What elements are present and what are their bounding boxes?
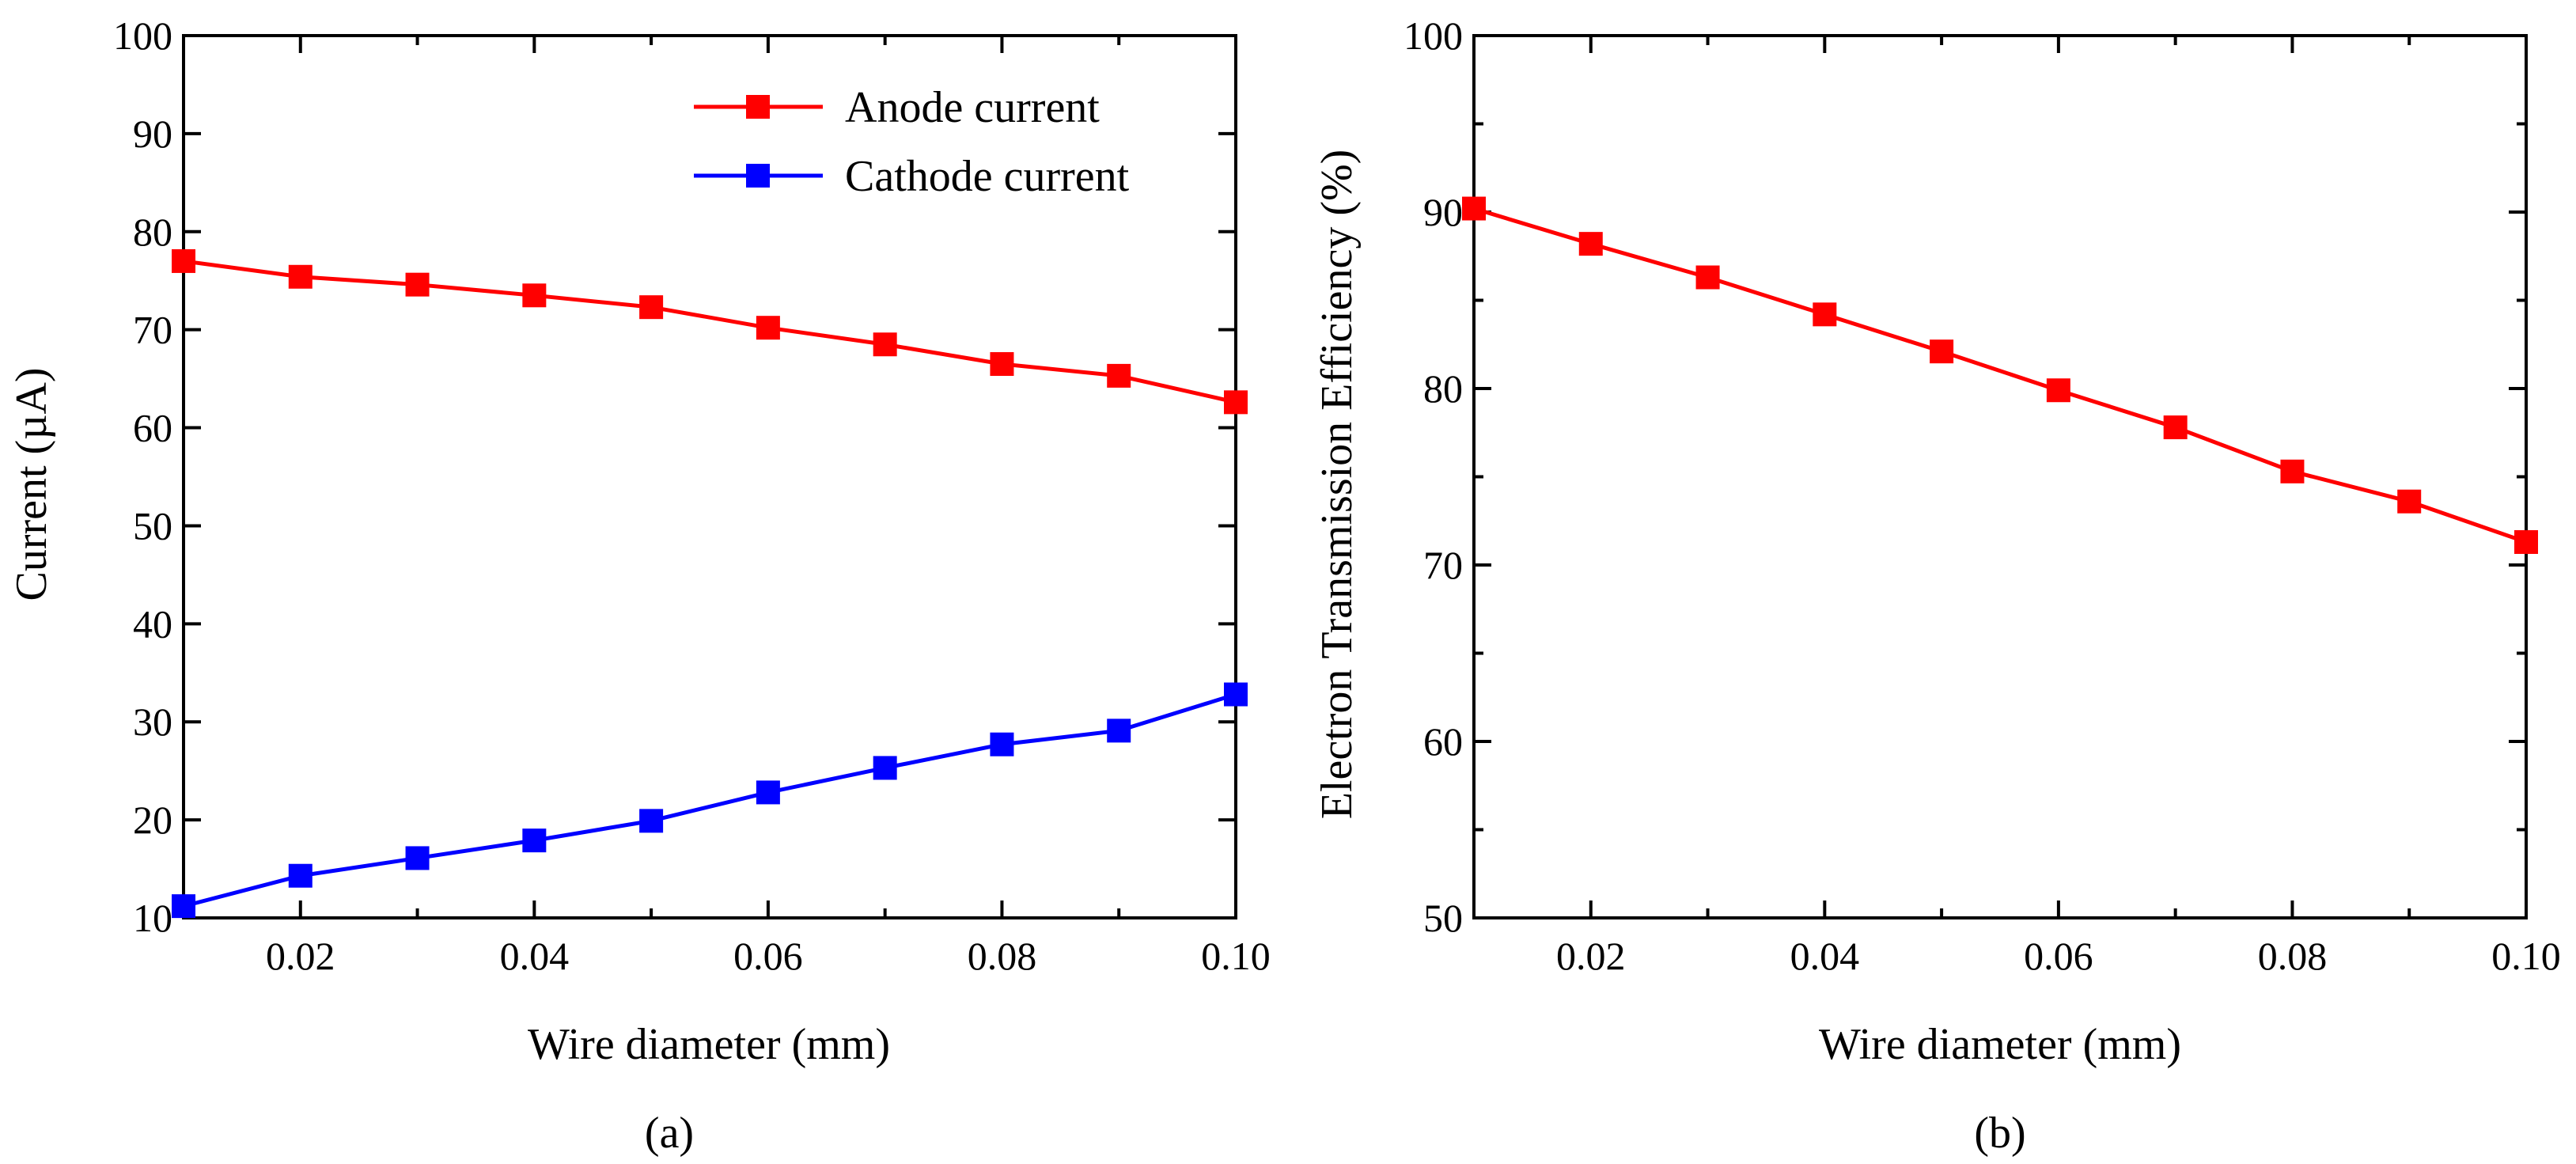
panel-a-x-tick-label: 0.02: [266, 934, 335, 978]
panel-b-electron-transmission-efficiency-point: [1578, 232, 1603, 256]
panel-a-anode-current-point: [522, 283, 547, 308]
panel-a-cathode-current-point: [756, 780, 780, 805]
panel-b-caption: (b): [1974, 1109, 2025, 1158]
panel-a-anode-current-point: [873, 332, 897, 357]
panel-a-anode-current-line: [183, 259, 1237, 404]
panel-a-anode-current-point: [1224, 390, 1248, 415]
panel-a-cathode-current-point: [522, 828, 547, 853]
panel-a-x-tick-label: 0.06: [733, 934, 803, 978]
panel-a-y-tick-label: 100: [113, 13, 172, 58]
panel-b-plot-frame: [1472, 34, 2528, 919]
panel-a-y-tick-label: 40: [133, 601, 172, 646]
panel-a-x-tick-label: 0.10: [1201, 934, 1271, 978]
panel-a-legend-anode-current-marker: [746, 95, 770, 119]
panel-a-anode-current-point: [172, 248, 195, 273]
panel-a-cathode-current-point: [405, 846, 430, 870]
panel-b-y-tick-label: 50: [1423, 896, 1463, 940]
panel-a-cathode-current-point: [288, 863, 313, 888]
panel-b-y-tick-label: 80: [1423, 366, 1463, 411]
panel-a-y-tick-label: 60: [133, 406, 172, 450]
panel-a-y-tick-label: 90: [133, 112, 172, 156]
panel-a-y-tick-label: 10: [133, 896, 172, 940]
panel-a-y-axis-title: Current (µA): [7, 367, 56, 601]
panel-b-electron-transmission-efficiency-point: [1930, 339, 1954, 364]
panel-a-y-tick-label: 30: [133, 700, 172, 744]
panel-b-x-tick-label: 0.08: [2258, 934, 2328, 978]
panel-a-plot-frame: [182, 34, 1237, 919]
panel-b-x-tick-label: 0.02: [1556, 934, 1626, 978]
panel-b-x-tick-label: 0.06: [2024, 934, 2093, 978]
panel-a-y-tick-label: 20: [133, 798, 172, 842]
panel-a-anode-current-point: [756, 316, 780, 340]
panel-a-caption: (a): [645, 1109, 694, 1158]
panel-a-cathode-current-point: [873, 756, 897, 780]
panel-b-x-axis-title: Wire diameter (mm): [1819, 1020, 2181, 1069]
panel-b-electron-transmission-efficiency-point: [1695, 265, 1720, 290]
panel-b-x-tick-label: 0.10: [2491, 934, 2561, 978]
panel-b-electron-transmission-efficiency-point: [1813, 302, 1837, 327]
panel-b-electron-transmission-efficiency-point: [2046, 378, 2070, 403]
panel-a-anode-current-point: [639, 295, 664, 320]
panel-a-y-tick-label: 70: [133, 308, 172, 352]
panel-b-y-tick-label: 60: [1423, 719, 1463, 764]
panel-b-electron-transmission-efficiency-line: [1473, 207, 2527, 544]
panel-a-anode-current-point: [405, 272, 430, 297]
panel-a-cathode-current-point: [1107, 718, 1131, 743]
panel-b-y-tick-label: 70: [1423, 543, 1463, 587]
panel-a-cathode-current-point: [639, 809, 664, 833]
panel-a-x-tick-label: 0.04: [500, 934, 570, 978]
panel-a-cathode-current-point: [172, 894, 195, 919]
panel-b-electron-transmission-efficiency-point: [2397, 489, 2422, 514]
panel-a-cathode-current-point: [990, 732, 1014, 756]
panel-b-y-tick-label: 90: [1423, 190, 1463, 234]
panel-b-electron-transmission-efficiency-point: [2280, 459, 2305, 483]
panel-a-cathode-current-line: [183, 692, 1237, 908]
panel-a-anode-current-point: [990, 352, 1014, 377]
panel-a-x-tick-label: 0.08: [968, 934, 1037, 978]
panel-a-legend-cathode-current-marker: [746, 164, 770, 188]
panel-b-electron-transmission-efficiency-point: [2163, 415, 2188, 440]
panel-b-y-axis-title: Electron Transmission Efficiency (%): [1313, 150, 1362, 820]
panel-b-efficiency-chart: Electron Transmission Efficiency (%) Wir…: [1313, 13, 2561, 1158]
panel-a-legend-cathode-current-label: Cathode current: [845, 152, 1130, 201]
panel-b-electron-transmission-efficiency-point: [1462, 196, 1486, 221]
panel-b-x-tick-label: 0.04: [1790, 934, 1860, 978]
panel-b-electron-transmission-efficiency-point: [2514, 530, 2538, 555]
panel-a-x-axis-title: Wire diameter (mm): [528, 1020, 890, 1069]
panel-a-current-chart: Current (µA) Wire diameter (mm) (a) 10 20…: [7, 13, 1271, 1158]
panel-a-anode-current-point: [288, 264, 313, 289]
panel-b-y-tick-label: 100: [1404, 13, 1463, 58]
panel-a-anode-current-point: [1107, 363, 1131, 388]
panel-a-cathode-current-point: [1224, 682, 1248, 707]
panel-a-y-tick-label: 50: [133, 503, 172, 548]
panel-a-legend-anode-current-label: Anode current: [845, 83, 1100, 132]
panel-a-y-tick-label: 80: [133, 210, 172, 254]
